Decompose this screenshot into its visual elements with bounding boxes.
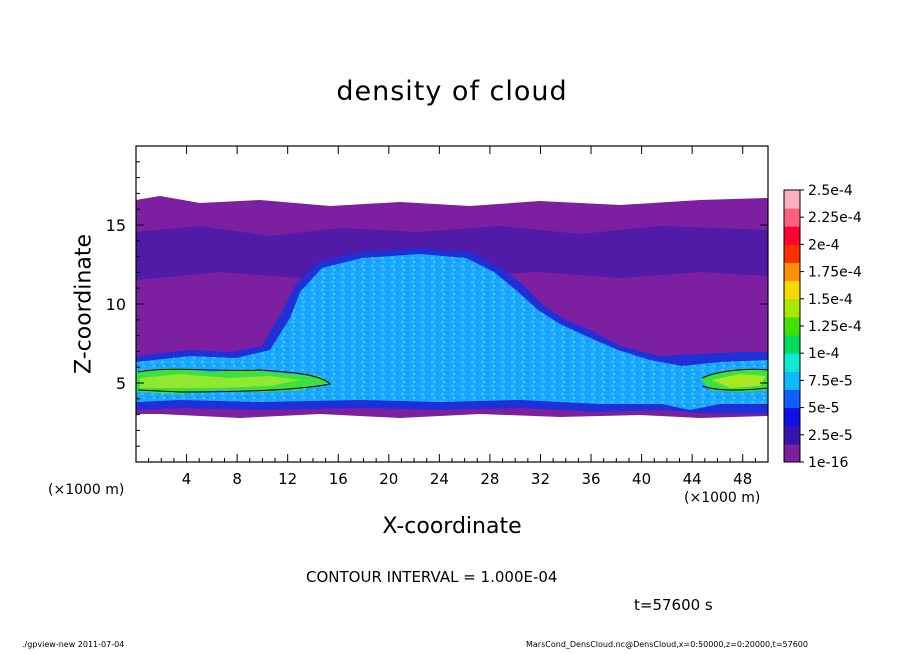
cloud-base-peak: [140, 374, 300, 388]
colorbar-label: 1e-16: [808, 455, 848, 471]
x-tick-label: 48: [733, 470, 752, 488]
colorbar-swatch: [784, 353, 800, 372]
colorbar-label: 2e-4: [808, 237, 840, 253]
colorbar-swatch: [784, 371, 800, 390]
y-tick-label: 10: [106, 295, 126, 314]
colorbar-swatch: [784, 262, 800, 282]
chart-title: density of cloud: [336, 76, 568, 107]
contour-line: [137, 368, 332, 393]
colorbar-label: 1e-4: [808, 346, 840, 362]
y-tick-label: 15: [106, 216, 126, 235]
cloud-base-right-peak: [712, 374, 766, 388]
colorbar: 1e-16 2.5e-5 5e-5 7.5e-5 1e-4 1.25e-4 1.5e-4 1.…: [783, 183, 862, 471]
colorbar-swatch: [784, 443, 800, 463]
colorbar-label: 5e-5: [808, 401, 839, 417]
plot-field: [136, 196, 768, 418]
x-axis-ticks: 4 8 12 16 20 24 28 32 36 40 44 48: [148, 146, 756, 488]
y-axis-label: Z-coordinate: [71, 234, 97, 374]
colorbar-swatch: [784, 298, 800, 318]
x-tick-label: 24: [430, 470, 449, 488]
x-tick-label: 16: [329, 470, 348, 488]
contour-interval-note: CONTOUR INTERVAL = 1.000E-04: [306, 568, 558, 586]
x-unit-left: (×1000 m): [48, 482, 125, 498]
x-tick-label: 36: [581, 470, 600, 488]
colorbar-swatch: [784, 425, 800, 445]
footer-left: ./gpview-new 2011-07-04: [22, 640, 125, 649]
x-tick-label: 4: [182, 470, 192, 488]
colorbar-label: 7.5e-5: [808, 373, 853, 389]
x-tick-label: 12: [278, 470, 297, 488]
x-tick-label: 32: [531, 470, 550, 488]
footer-right: MarsCond_DensCloud.nc@DensCloud,x=0:5000…: [526, 640, 808, 649]
colorbar-swatch: [784, 389, 800, 409]
x-tick-label: 44: [683, 470, 702, 488]
colorbar-swatch: [784, 335, 800, 354]
colorbar-label: 2.5e-5: [808, 428, 853, 444]
colorbar-label: 1.5e-4: [808, 292, 853, 308]
colorbar-label: 2.5e-4: [808, 183, 853, 199]
y-axis-ticks: 5 10 15: [106, 161, 768, 447]
colorbar-label: 1.75e-4: [808, 265, 862, 281]
x-tick-label: 20: [379, 470, 398, 488]
x-axis-label: X-coordinate: [382, 514, 522, 539]
colorbar-swatch: [784, 226, 800, 245]
x-tick-label: 40: [632, 470, 651, 488]
colorbar-swatch: [784, 244, 800, 264]
colorbar-swatch: [784, 407, 800, 427]
colorbar-swatch: [784, 280, 800, 300]
time-label: t=57600 s: [634, 596, 713, 614]
colorbar-swatch: [784, 208, 800, 227]
colorbar-label: 1.25e-4: [808, 319, 862, 335]
colorbar-swatch: [784, 316, 800, 336]
colorbar-label: 2.25e-4: [808, 210, 862, 226]
colorbar-swatch: [784, 190, 800, 209]
x-unit-right: (×1000 m): [684, 490, 761, 506]
y-tick-label: 5: [116, 374, 126, 393]
x-tick-label: 28: [480, 470, 499, 488]
cloud-texture: [136, 254, 768, 410]
x-tick-label: 8: [232, 470, 242, 488]
contour-line-right: [701, 368, 768, 391]
